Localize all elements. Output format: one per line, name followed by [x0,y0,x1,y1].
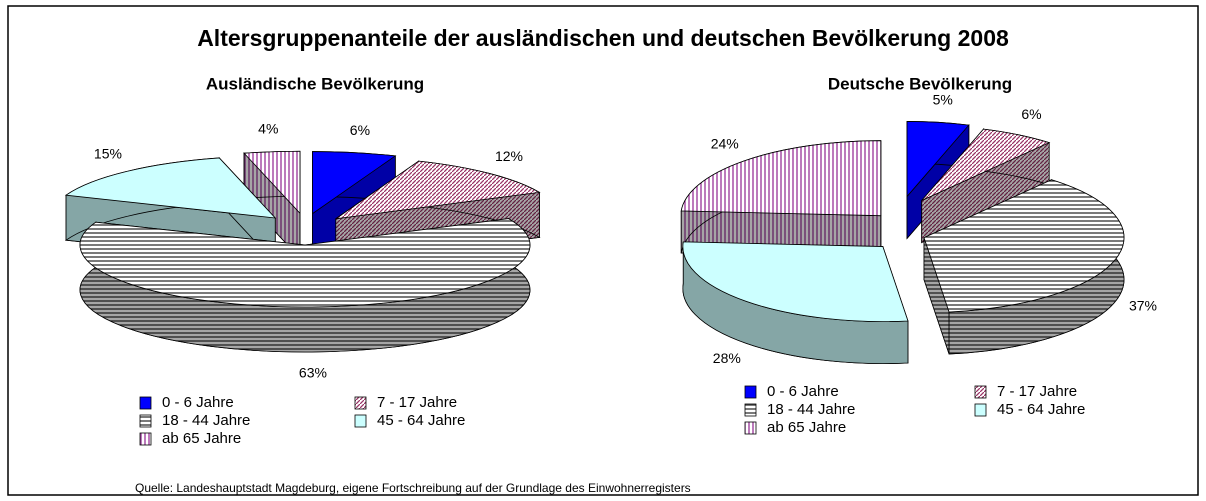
pie-slice [923,179,1125,313]
legend-label: 18 - 44 Jahre [162,412,250,429]
pie-slice [243,150,301,215]
slice-shade [79,218,530,352]
value-label: 37% [1129,297,1157,313]
legend-label: 0 - 6 Jahre [767,383,839,400]
legend-swatch [354,414,367,428]
legend-label: ab 65 Jahre [767,419,846,436]
legend-swatch [744,421,757,435]
legend-swatch [974,385,987,399]
value-label: 63% [299,365,327,381]
legend-label: 0 - 6 Jahre [162,394,234,411]
legend-swatch [354,396,367,410]
legend-label: ab 65 Jahre [162,430,241,447]
main-title: Altersgruppenanteile der ausländischen u… [197,25,1009,51]
legend-swatch [744,403,757,417]
slice-shade [682,241,908,364]
legend-label: 45 - 64 Jahre [997,401,1085,418]
value-label: 24% [711,136,739,152]
value-label: 28% [713,350,741,366]
pie-slice [682,241,909,322]
legend-label: 45 - 64 Jahre [377,412,465,429]
legend-label: 7 - 17 Jahre [997,383,1077,400]
legend-label: 7 - 17 Jahre [377,394,457,411]
value-label: 12% [495,148,523,164]
legend-swatch [139,432,152,446]
legend-swatch [139,396,152,410]
value-label: 15% [94,146,122,162]
pie-slice [64,157,277,219]
legend-swatch [744,385,757,399]
pie-slice [79,218,531,308]
chart-title: Ausländische Bevölkerung [206,74,424,93]
pie-slice [921,128,1051,201]
value-label: 6% [1021,106,1041,122]
value-label: 6% [350,122,370,138]
legend-swatch [139,414,152,428]
chart-title: Deutsche Bevölkerung [828,74,1012,93]
value-label: 5% [933,91,953,107]
pie-slice [680,140,882,217]
slice-shade [924,237,950,354]
value-label: 4% [258,121,278,137]
legend-label: 18 - 44 Jahre [767,401,855,418]
pie-slice [335,160,541,220]
pie-slice [312,151,397,215]
legend-swatch [974,403,987,417]
source-note: Quelle: Landeshauptstadt Magdeburg, eige… [135,481,691,495]
pie-slice [906,121,970,198]
